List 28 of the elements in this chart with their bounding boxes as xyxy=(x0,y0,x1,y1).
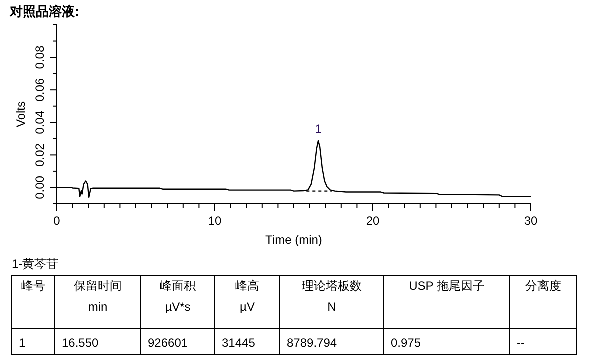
text: 1 xyxy=(19,336,26,350)
text: -- xyxy=(517,336,525,350)
text: 峰高 µV xyxy=(236,279,260,314)
annotation: 1 xyxy=(315,122,322,136)
y-tick-label: 0.00 xyxy=(33,176,47,200)
text: 保留时间 min xyxy=(74,279,122,314)
y-tick-label: 0.06 xyxy=(33,78,47,102)
y-tick-label: 0.04 xyxy=(33,110,47,134)
text: 分离度 xyxy=(526,279,562,293)
x-tick-label: 0 xyxy=(54,214,61,228)
chart-title: 对照品溶液: xyxy=(9,4,80,19)
text: 理论塔板数 N xyxy=(302,279,362,314)
x-axis-title: Time (min) xyxy=(266,233,322,247)
text: 31445 xyxy=(222,336,256,350)
y-axis-title: Volts xyxy=(14,101,28,128)
text: 926601 xyxy=(148,336,188,350)
y-tick-label: 0.02 xyxy=(33,143,47,167)
y-tick-label: 0.08 xyxy=(33,46,47,70)
x-tick-label: 20 xyxy=(366,214,380,228)
x-tick-label: 30 xyxy=(524,214,538,228)
x-tick-label: 10 xyxy=(208,214,222,228)
text: 8789.794 xyxy=(287,336,338,350)
text: 16.550 xyxy=(62,336,100,350)
text: 0.975 xyxy=(391,336,422,350)
text: 峰面积 µV*s xyxy=(160,279,196,314)
text: 1-黄芩苷 xyxy=(12,257,59,271)
text: USP 拖尾因子 xyxy=(409,279,485,293)
text: 峰号 xyxy=(22,279,46,293)
